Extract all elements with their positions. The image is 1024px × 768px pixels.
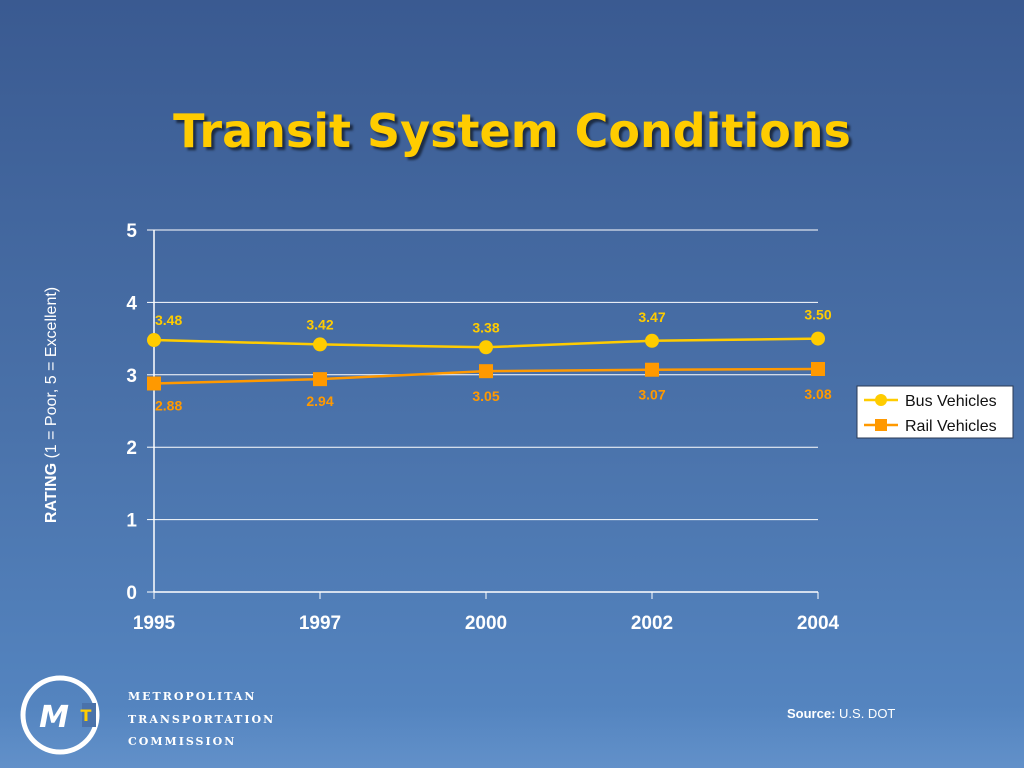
logo-icon: M T [20, 675, 100, 755]
y-tick-label-4: 4 [126, 293, 137, 314]
point-rail-vehicles-2002 [645, 362, 659, 377]
legend: Bus Vehicles Rail Vehicles [856, 385, 1014, 439]
source-value: U.S. DOT [839, 706, 896, 721]
legend-label-rail-vehicles: Rail Vehicles [905, 418, 997, 435]
point-rail-vehicles-1995 [147, 376, 161, 391]
svg-text:T: T [81, 706, 92, 725]
org-line-1: METROPOLITAN [128, 690, 257, 703]
x-tick-label-1997: 1997 [299, 613, 341, 634]
data-label-rail-vehicles-2000: 3.05 [472, 388, 499, 404]
mtc-logo: M T [20, 675, 100, 755]
y-tick-label-1: 1 [126, 511, 137, 532]
y-axis-label-bold: RATING [43, 463, 60, 523]
point-rail-vehicles-1997 [313, 372, 327, 387]
tick-labels: 0 1 2 3 4 5 1995 1997 2000 2002 2004 [126, 221, 839, 634]
data-label-rail-vehicles-1997: 2.94 [306, 393, 333, 409]
data-label-bus-vehicles-2000: 3.38 [472, 319, 499, 335]
organization-name: METROPOLITAN TRANSPORTATION COMMISSION [128, 686, 275, 754]
y-tick-label-2: 2 [126, 438, 137, 459]
footer-band [0, 705, 1024, 768]
slide-title: Transit System Conditions [173, 104, 851, 158]
x-tick-label-2000: 2000 [465, 613, 507, 634]
series-layer: 3.48 3.42 3.38 3.47 3.50 2.88 2.94 3.05 3.07 3.08 [147, 307, 832, 413]
org-line-2: TRANSPORTATION [128, 712, 276, 726]
point-bus-vehicles-1995 [147, 333, 161, 348]
source-label: Source: [787, 706, 836, 721]
x-tick-label-2002: 2002 [631, 613, 673, 634]
point-bus-vehicles-2002 [645, 333, 659, 348]
data-label-rail-vehicles-2002: 3.07 [638, 387, 665, 403]
y-tick-label-0: 0 [126, 583, 137, 604]
data-label-bus-vehicles-2002: 3.47 [638, 309, 665, 325]
legend-label-bus-vehicles: Bus Vehicles [905, 393, 997, 410]
data-label-bus-vehicles-2004: 3.50 [804, 307, 831, 323]
data-label-bus-vehicles-1995: 3.48 [155, 312, 182, 328]
logo-text: M [39, 700, 69, 735]
org-line-3: COMMISSION [128, 735, 237, 748]
y-tick-label-5: 5 [126, 221, 137, 242]
data-label-rail-vehicles-1995: 2.88 [155, 397, 182, 413]
data-label-bus-vehicles-1997: 3.42 [306, 316, 333, 332]
y-axis-label-rest: (1 = Poor, 5 = Excellent) [43, 287, 60, 463]
point-bus-vehicles-2004 [811, 331, 825, 346]
data-label-rail-vehicles-2004: 3.08 [804, 386, 831, 402]
point-bus-vehicles-1997 [313, 337, 327, 352]
x-tick-label-1995: 1995 [133, 613, 176, 634]
y-axis-label: RATING (1 = Poor, 5 = Excellent) [43, 287, 60, 523]
y-tick-label-3: 3 [126, 366, 137, 387]
legend-marker-rail-vehicles [875, 419, 887, 431]
point-bus-vehicles-2000 [479, 340, 493, 355]
point-rail-vehicles-2004 [811, 362, 825, 377]
point-rail-vehicles-2000 [479, 364, 493, 379]
legend-marker-bus-vehicles [875, 394, 887, 406]
axes [147, 229, 819, 599]
source-note: Source: U.S. DOT [787, 706, 895, 721]
x-tick-label-2004: 2004 [797, 613, 840, 634]
